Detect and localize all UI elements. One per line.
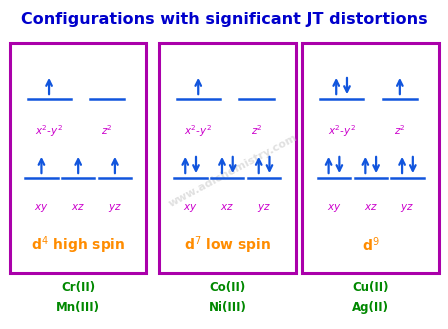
FancyBboxPatch shape bbox=[10, 43, 146, 273]
Text: $x^2$-$y^2$: $x^2$-$y^2$ bbox=[184, 123, 212, 139]
Text: $xz$: $xz$ bbox=[71, 202, 85, 212]
Text: $x^2$-$y^2$: $x^2$-$y^2$ bbox=[327, 123, 356, 139]
Text: Ag(II): Ag(II) bbox=[352, 301, 389, 314]
Text: $yz$: $yz$ bbox=[257, 202, 271, 214]
Text: $xy$: $xy$ bbox=[183, 202, 198, 214]
Text: www.adichemistry.com: www.adichemistry.com bbox=[167, 133, 299, 209]
FancyBboxPatch shape bbox=[302, 43, 439, 273]
Text: $z^2$: $z^2$ bbox=[250, 123, 263, 137]
Text: $yz$: $yz$ bbox=[108, 202, 122, 214]
Text: $xz$: $xz$ bbox=[220, 202, 234, 212]
Text: $xy$: $xy$ bbox=[327, 202, 341, 214]
Text: Ni(III): Ni(III) bbox=[208, 301, 246, 314]
Text: $z^2$: $z^2$ bbox=[394, 123, 406, 137]
Text: Cu(II): Cu(II) bbox=[353, 281, 389, 294]
FancyBboxPatch shape bbox=[159, 43, 296, 273]
Text: $x^2$-$y^2$: $x^2$-$y^2$ bbox=[35, 123, 63, 139]
Text: Configurations with significant JT distortions: Configurations with significant JT disto… bbox=[21, 12, 427, 27]
Text: d$^{9}$: d$^{9}$ bbox=[362, 236, 379, 254]
Text: d$^{7}$ low spin: d$^{7}$ low spin bbox=[184, 234, 271, 256]
Text: $z^2$: $z^2$ bbox=[101, 123, 113, 137]
Text: $yz$: $yz$ bbox=[401, 202, 414, 214]
Text: d$^{4}$ high spin: d$^{4}$ high spin bbox=[31, 234, 125, 256]
Text: Cr(II): Cr(II) bbox=[61, 281, 95, 294]
Text: $xz$: $xz$ bbox=[364, 202, 378, 212]
Text: Mn(III): Mn(III) bbox=[56, 301, 100, 314]
Text: Co(II): Co(II) bbox=[209, 281, 246, 294]
Text: $xy$: $xy$ bbox=[34, 202, 49, 214]
